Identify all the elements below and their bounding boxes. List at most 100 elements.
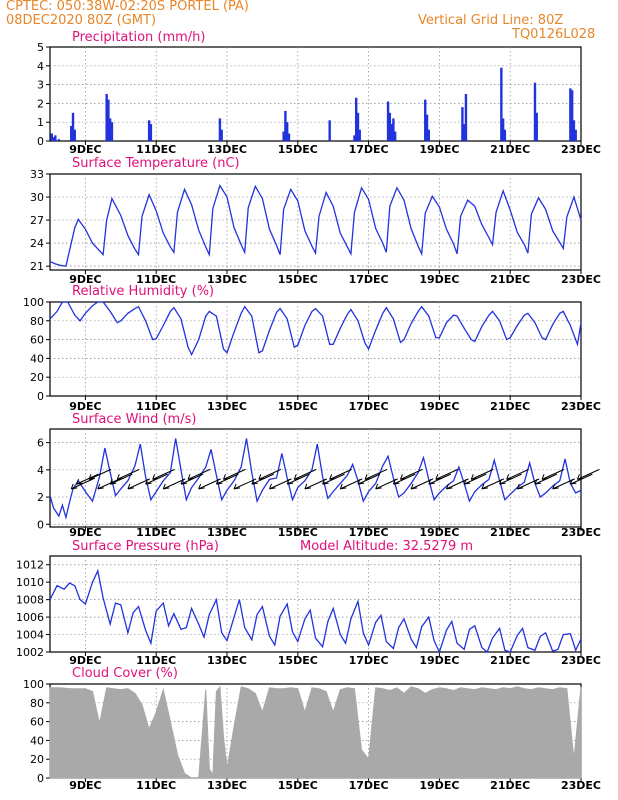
precip-bar — [572, 120, 576, 141]
wind-arrow-head — [446, 483, 453, 490]
precip-xtick-label: 21DEC — [490, 143, 530, 156]
cloud-ytick-label: 80 — [30, 697, 44, 710]
pressure-xtick-label: 9DEC — [69, 654, 101, 667]
wind-arrow-head — [428, 478, 435, 485]
precip-bar — [328, 120, 331, 141]
wind-xtick-label: 19DEC — [419, 526, 459, 539]
precip-xtick-label: 23DEC — [561, 143, 601, 156]
precip-bar — [570, 90, 574, 141]
cloud-ytick-label: 20 — [30, 753, 44, 766]
pressure-xtick-label: 21DEC — [490, 654, 530, 667]
wind-arrow — [127, 478, 151, 490]
precip-bar — [287, 133, 291, 141]
pressure-xtick-label: 13DEC — [207, 654, 247, 667]
wind-arrow — [97, 478, 120, 490]
wind-arrow — [198, 478, 221, 490]
precip-bar — [462, 124, 466, 141]
pressure-line — [49, 568, 582, 654]
pressure-ytick-label: 1004 — [16, 629, 44, 642]
wind-arrow-head — [322, 478, 329, 485]
temp-xtick-label: 21DEC — [490, 273, 530, 286]
wind-arrow-head — [357, 478, 365, 485]
precip-bar — [70, 125, 73, 141]
wind-arrow — [446, 478, 469, 490]
temp-xtick-label: 9DEC — [69, 273, 101, 286]
precip-ytick-label: 2 — [37, 97, 44, 110]
wind-arrow-head — [399, 474, 407, 480]
wind-arrow-head — [88, 474, 96, 480]
rh-ytick-label: 100 — [23, 296, 44, 309]
rh-xtick-label: 15DEC — [278, 400, 318, 413]
precip-bar — [50, 133, 53, 141]
cloud-ytick-label: 40 — [30, 734, 44, 747]
precip-bar — [57, 139, 61, 141]
rh-ytick-label: 40 — [30, 352, 44, 365]
temp-title: Surface Temperature (nC) — [72, 156, 240, 171]
wind-arrow — [435, 468, 459, 480]
cloud-title: Cloud Cover (%) — [72, 666, 178, 681]
cloud-xtick-label: 13DEC — [207, 779, 247, 792]
wind-arrow — [577, 468, 600, 480]
wind-arrow-head — [499, 478, 506, 485]
precip-bar — [108, 118, 112, 141]
wind-arrow-head — [506, 474, 513, 480]
wind-xtick-label: 9DEC — [69, 526, 101, 539]
rh-ytick-label: 60 — [30, 334, 44, 347]
precip-bar — [533, 82, 537, 141]
wind-arrow — [375, 478, 398, 490]
wind-arrow-head — [569, 478, 577, 485]
wind-arrow — [269, 478, 292, 490]
header-datetime: 08DEC2020 80Z (GMT) — [6, 13, 157, 28]
wind-arrow — [76, 473, 99, 485]
precip-bar — [356, 112, 360, 141]
wind-xtick-label: 11DEC — [136, 526, 176, 539]
precip-frame — [49, 46, 582, 142]
wind-arrow-head — [222, 474, 230, 480]
wind-xtick-label: 17DEC — [349, 526, 389, 539]
rh-frame — [49, 301, 582, 397]
precip-bar — [54, 135, 57, 141]
wind-xtick-label: 21DEC — [490, 526, 530, 539]
precip-bar — [574, 129, 577, 141]
temp-ytick-label: 27 — [30, 214, 44, 227]
wind-arrow-head — [127, 483, 134, 490]
wind-arrow — [294, 468, 317, 480]
precip-bar — [427, 129, 430, 141]
wind-arrow — [340, 478, 363, 490]
wind-xtick-label: 15DEC — [278, 526, 318, 539]
rh-title: Relative Humidity (%) — [72, 284, 214, 299]
rh-ytick-label: 20 — [30, 371, 44, 384]
precip-bar — [569, 88, 572, 141]
wind-arrow-head — [339, 483, 347, 490]
wind-arrow-head — [162, 483, 170, 490]
precip-bar — [424, 99, 427, 141]
precip-bar — [147, 120, 151, 141]
precip-xtick-label: 17DEC — [349, 143, 389, 156]
precip-ytick-label: 1 — [37, 116, 44, 129]
precip-bar — [355, 97, 358, 141]
wind-arrow — [364, 468, 388, 480]
cloud-xtick-label: 23DEC — [561, 779, 601, 792]
wind-arrow — [329, 468, 352, 480]
wind-arrow — [471, 468, 494, 480]
wind-arrow-head — [481, 483, 488, 490]
cloud-ytick-label: 100 — [23, 678, 44, 691]
rh-xtick-label: 13DEC — [207, 400, 247, 413]
wind-title: Surface Wind (m/s) — [72, 412, 196, 427]
rh-ytick-label: 80 — [30, 315, 44, 328]
precip-bar — [73, 129, 76, 141]
header-product-code: TQ0126L028 — [512, 27, 596, 42]
rh-xtick-label: 11DEC — [136, 400, 176, 413]
rh-xtick-label: 17DEC — [349, 400, 389, 413]
temp-xtick-label: 19DEC — [419, 273, 459, 286]
wind-arrow-head — [576, 474, 584, 480]
wind-arrow-head — [187, 474, 195, 480]
precip-bar — [52, 137, 55, 141]
wind-arrow-head — [304, 483, 311, 490]
wind-arrow-head — [435, 474, 442, 480]
cloud-xtick-label: 11DEC — [136, 779, 176, 792]
wind-arrow-head — [392, 478, 400, 485]
precip-bar — [282, 131, 285, 141]
precip-bar — [425, 114, 429, 141]
precip-xtick-label: 13DEC — [207, 143, 247, 156]
